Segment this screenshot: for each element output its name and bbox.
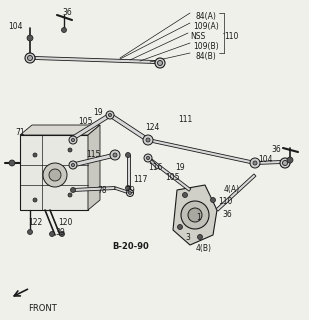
Circle shape	[71, 164, 74, 167]
Text: 110: 110	[218, 197, 232, 206]
Circle shape	[33, 153, 37, 157]
Text: 84(A): 84(A)	[195, 12, 216, 21]
Text: 104: 104	[258, 155, 273, 164]
Circle shape	[125, 186, 130, 190]
Circle shape	[113, 153, 117, 157]
Circle shape	[69, 161, 77, 169]
Text: NSS: NSS	[190, 32, 205, 41]
Text: 3: 3	[185, 233, 190, 242]
Text: FRONT: FRONT	[28, 304, 57, 313]
Circle shape	[125, 153, 130, 157]
Circle shape	[68, 148, 72, 152]
Circle shape	[49, 231, 54, 236]
Circle shape	[181, 201, 209, 229]
Polygon shape	[115, 187, 130, 194]
Text: 109(B): 109(B)	[193, 42, 219, 51]
Polygon shape	[73, 187, 115, 191]
Text: 1: 1	[196, 213, 201, 222]
Circle shape	[28, 55, 32, 60]
Text: 36: 36	[62, 8, 72, 17]
Polygon shape	[147, 157, 191, 191]
Text: 71: 71	[15, 128, 25, 137]
Circle shape	[155, 58, 165, 68]
Text: 105: 105	[165, 173, 180, 182]
Circle shape	[129, 192, 131, 194]
Circle shape	[68, 193, 72, 197]
Circle shape	[61, 28, 66, 33]
Circle shape	[25, 53, 35, 63]
Polygon shape	[173, 185, 217, 245]
Circle shape	[146, 156, 150, 160]
Polygon shape	[20, 125, 100, 135]
Polygon shape	[73, 153, 116, 167]
Circle shape	[43, 163, 67, 187]
Text: 39: 39	[55, 228, 65, 237]
Circle shape	[183, 193, 188, 197]
Polygon shape	[35, 57, 155, 63]
Circle shape	[177, 225, 183, 229]
Text: 124: 124	[145, 123, 159, 132]
Circle shape	[158, 60, 163, 66]
Polygon shape	[72, 113, 111, 140]
Circle shape	[144, 154, 152, 162]
Text: 36: 36	[271, 145, 281, 154]
Circle shape	[250, 158, 260, 168]
Circle shape	[143, 135, 153, 145]
Circle shape	[280, 158, 290, 168]
Text: 4(B): 4(B)	[196, 244, 212, 253]
Circle shape	[126, 189, 133, 196]
Circle shape	[146, 138, 150, 142]
Text: 105: 105	[78, 117, 92, 126]
Text: 4(A): 4(A)	[224, 185, 240, 194]
Text: B-20-90: B-20-90	[112, 242, 149, 251]
Polygon shape	[147, 157, 159, 169]
Text: 115: 115	[86, 150, 100, 159]
Polygon shape	[216, 174, 256, 211]
Circle shape	[49, 169, 61, 181]
Circle shape	[188, 208, 202, 222]
Circle shape	[210, 197, 215, 203]
Circle shape	[9, 160, 15, 166]
Text: 19: 19	[93, 108, 103, 117]
Text: 104: 104	[8, 22, 23, 31]
Circle shape	[287, 157, 293, 163]
Text: 78: 78	[97, 186, 107, 195]
Circle shape	[253, 161, 257, 165]
Text: 19: 19	[175, 163, 184, 172]
Polygon shape	[255, 161, 282, 164]
Circle shape	[197, 235, 202, 239]
Circle shape	[282, 161, 287, 165]
Text: 111: 111	[178, 115, 192, 124]
Circle shape	[108, 113, 112, 116]
Circle shape	[60, 231, 65, 236]
Circle shape	[70, 188, 75, 193]
Polygon shape	[126, 155, 129, 188]
Text: 116: 116	[148, 163, 162, 172]
Text: 79: 79	[125, 186, 135, 195]
Text: 122: 122	[28, 218, 42, 227]
Polygon shape	[88, 125, 100, 210]
Circle shape	[106, 111, 114, 119]
Circle shape	[28, 229, 32, 235]
Polygon shape	[148, 139, 255, 164]
Circle shape	[69, 136, 77, 144]
Polygon shape	[20, 135, 88, 210]
Circle shape	[71, 138, 74, 141]
Polygon shape	[109, 113, 149, 142]
Text: 84(B): 84(B)	[195, 52, 216, 61]
Text: 117: 117	[133, 175, 147, 184]
Text: 110: 110	[224, 32, 238, 41]
Circle shape	[33, 198, 37, 202]
Text: 120: 120	[58, 218, 72, 227]
Text: 109(A): 109(A)	[193, 22, 219, 31]
Circle shape	[27, 35, 33, 41]
Text: 36: 36	[222, 210, 232, 219]
Circle shape	[110, 150, 120, 160]
